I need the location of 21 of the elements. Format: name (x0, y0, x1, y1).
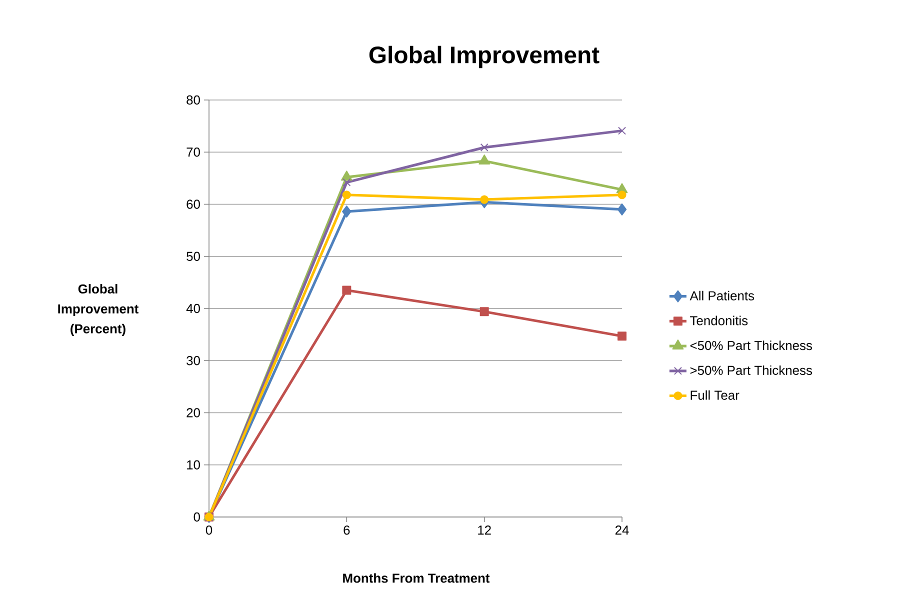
y-tick-label: 10 (187, 460, 200, 470)
y-tick-label: 50 (186, 252, 200, 261)
legend-label: <50% Part Thickness (690, 340, 812, 350)
y-tick-label: 0 (194, 512, 200, 522)
legend-label: >50% Part Thickness (690, 365, 812, 375)
x-axis-title: Months From Treatment (343, 573, 490, 583)
legend-label: Tendonitis (690, 316, 748, 326)
legend-label: All Patients (690, 290, 754, 300)
x-tick-label: 12 (478, 526, 491, 535)
x-tick-label: 24 (615, 526, 629, 535)
legend-label: Full Tear (690, 390, 740, 400)
y-axis-title: Global Improvement (Percent) (58, 284, 138, 336)
y-tick-label: 30 (186, 356, 200, 366)
y-tick-label: 40 (186, 304, 200, 314)
chart-title: Global Improvement (369, 46, 600, 68)
y-tick-label: 70 (186, 148, 200, 157)
y-tick-label: 20 (186, 408, 200, 418)
x-tick-label: 0 (206, 526, 212, 535)
y-tick-label: 60 (186, 200, 200, 209)
x-tick-label: 6 (344, 526, 350, 535)
y-tick-label: 80 (186, 95, 200, 105)
